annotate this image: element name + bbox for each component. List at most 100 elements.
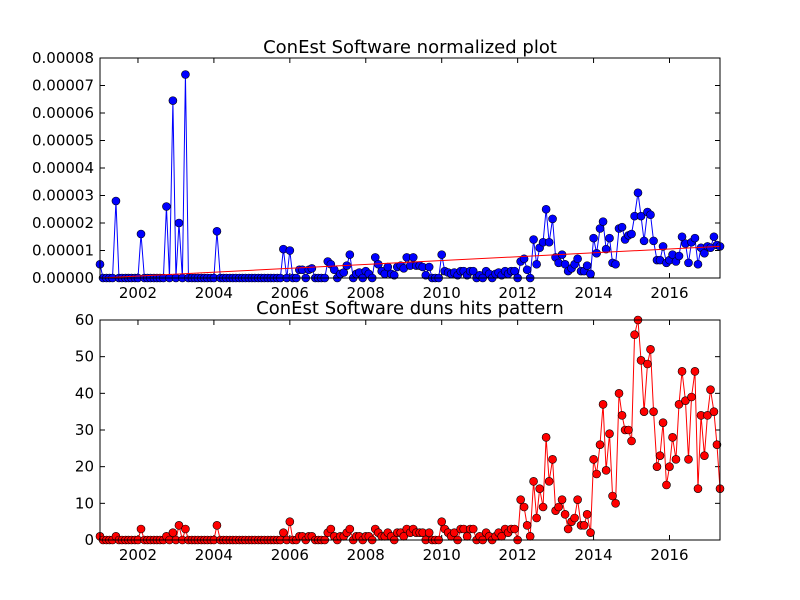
duns-hits-data-point (614, 389, 624, 398)
duns-hits-data-point (674, 400, 684, 409)
duns-hits-data-point (538, 502, 548, 512)
duns-hits-data-point (279, 528, 288, 537)
normalized-plot-y-tick-label: 0.00006 (32, 104, 94, 122)
duns-hits-data-point (624, 425, 633, 435)
duns-hits-data-point (579, 521, 589, 530)
normalized-plot-data-point (709, 232, 719, 242)
duns-hits-data-point (548, 455, 557, 464)
normalized-plot-data-point (582, 261, 592, 270)
duns-hits-y-tick-label: 0 (84, 531, 94, 549)
duns-hits-data-point (662, 480, 671, 490)
duns-hits-data-point (687, 392, 696, 402)
duns-hits-data-point (437, 517, 447, 526)
duns-hits-data-point (684, 455, 693, 464)
duns-hits-data-point (510, 524, 519, 534)
duns-hits-y-tick-label: 10 (75, 494, 94, 512)
normalized-plot-data-point (649, 236, 658, 246)
normalized-plot-panel: ConEst Software normalized plot 2002 2004… (32, 37, 725, 302)
normalized-plot-y-tick-label: 0.00004 (32, 159, 94, 177)
normalized-plot-data-point (633, 188, 643, 198)
normalized-plot-series-1-line (99, 245, 721, 279)
normalized-plot-x-tick-label: 2002 (119, 284, 157, 302)
duns-hits-ticks: 2002 2004 2006 2008 2010 2012 2014 2016 0 10 20 30 4… (75, 311, 720, 564)
duns-hits-data-point (582, 510, 592, 519)
duns-hits-data-point (709, 407, 719, 416)
normalized-plot-data-point (646, 210, 655, 220)
duns-hits-data-point (636, 356, 646, 365)
duns-hits-data-point (643, 359, 652, 369)
normalized-plot-data-point (690, 233, 700, 243)
duns-hits-x-tick-label: 2010 (423, 546, 461, 564)
duns-hits-data-point (693, 484, 703, 493)
duns-hits-y-tick-label: 20 (75, 458, 94, 476)
normalized-plot-x-tick-label: 2016 (650, 284, 688, 302)
normalized-plot-data-point (529, 235, 538, 244)
duns-hits-data-point (557, 495, 567, 504)
duns-hits-data-point (668, 433, 677, 442)
duns-hits-data-point (617, 411, 627, 420)
normalized-plot-data-point (627, 229, 636, 239)
duns-hits-x-tick-label: 2002 (119, 546, 157, 564)
normalized-plot-data-point (408, 253, 418, 262)
duns-hits-data-point (529, 477, 538, 486)
normalized-plot-data-point (693, 259, 703, 269)
duns-hits-data-point (665, 462, 674, 471)
duns-hits-data-point (345, 524, 355, 534)
normalized-plot-data-point (573, 254, 582, 264)
duns-hits-data-point (611, 499, 620, 508)
duns-hits-title: ConEst Software duns hits pattern (256, 298, 564, 319)
duns-hits-data-point (592, 469, 601, 479)
normalized-plot-data-point (307, 264, 317, 273)
normalized-plot-x-tick-label: 2006 (271, 284, 309, 302)
normalized-plot-data-point (598, 217, 608, 226)
normalized-plot-y-tick-label: 0.00007 (32, 77, 94, 95)
duns-hits-data-point (598, 400, 608, 409)
duns-hits-data-point (703, 411, 712, 420)
normalized-plot-ticks: 2002 2004 2006 2008 2010 2012 2014 2016 0.00000 0… (32, 49, 720, 302)
duns-hits-data-point (563, 524, 573, 534)
duns-hits-y-tick-label: 50 (75, 348, 94, 366)
normalized-plot-data-point (589, 233, 598, 243)
normalized-plot-data-point (684, 258, 693, 268)
duns-hits-data-point (424, 528, 434, 537)
duns-hits-data-point (601, 466, 611, 475)
duns-hits-data-point (627, 436, 636, 446)
normalized-plot-data-point (639, 236, 649, 246)
duns-hits-data-point (532, 513, 541, 523)
normalized-plot-y-tick-label: 0.00008 (32, 49, 94, 67)
duns-hits-x-tick-label: 2014 (574, 546, 612, 564)
normalized-plot-y-tick-label: 0.00001 (32, 242, 94, 260)
normalized-plot-data-point (168, 96, 178, 105)
duns-hits-data-point (586, 528, 595, 537)
duns-hits-data-point (535, 484, 544, 493)
duns-hits-data-point (544, 477, 554, 486)
duns-hits-data-point (462, 532, 472, 541)
duns-hits-data-point (326, 524, 336, 534)
duns-hits-data-point (570, 513, 579, 523)
normalized-plot-data-point (424, 262, 434, 272)
duns-hits-data-point (573, 495, 582, 504)
duns-hits-data-point (655, 451, 665, 460)
duns-hits-data-point (212, 521, 222, 530)
normalized-plot-data-point (544, 237, 554, 247)
duns-hits-data-point (700, 451, 709, 460)
duns-hits-frame (99, 319, 721, 541)
normalized-plot-data-point (162, 202, 171, 211)
duns-hits-x-tick-label: 2008 (347, 546, 385, 564)
normalized-plot-data-point (437, 250, 447, 259)
normalized-plot-y-tick-label: 0.00003 (32, 187, 94, 205)
normalized-plot-x-tick-label: 2008 (347, 284, 385, 302)
normalized-plot-x-tick-label: 2012 (499, 284, 537, 302)
duns-hits-data-point (174, 521, 184, 530)
duns-hits-data-point (649, 407, 658, 416)
duns-hits-data-point (712, 440, 722, 449)
duns-hits-y-tick-label: 60 (75, 311, 94, 329)
normalized-plot-data-point (617, 222, 627, 232)
normalized-plot-data-point (111, 196, 121, 206)
normalized-plot-data-point (285, 246, 295, 255)
duns-hits-data-point (519, 502, 529, 512)
duns-hits-data-point (589, 455, 598, 464)
normalized-plot-data-point (541, 204, 551, 214)
